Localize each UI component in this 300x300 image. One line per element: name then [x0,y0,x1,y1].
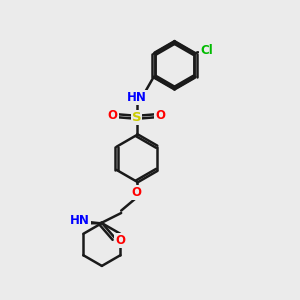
Text: O: O [115,234,125,247]
Text: O: O [155,109,165,122]
Text: Cl: Cl [200,44,213,57]
Text: O: O [108,109,118,122]
Text: HN: HN [127,91,147,104]
Text: S: S [132,111,141,124]
Text: HN: HN [70,214,90,227]
Text: O: O [132,186,142,199]
